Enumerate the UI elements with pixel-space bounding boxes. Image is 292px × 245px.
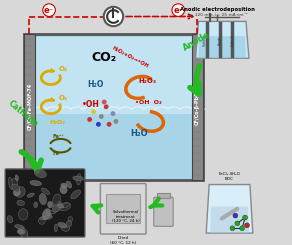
Text: e⁻: e⁻ <box>44 6 54 15</box>
Ellipse shape <box>15 225 24 229</box>
Text: FeCl₂·4H₂O
BDC: FeCl₂·4H₂O BDC <box>219 172 240 181</box>
Circle shape <box>91 109 96 114</box>
Ellipse shape <box>17 200 25 206</box>
Text: H₂O: H₂O <box>87 80 103 89</box>
Ellipse shape <box>8 177 13 190</box>
Ellipse shape <box>58 222 67 228</box>
Circle shape <box>243 215 248 220</box>
Ellipse shape <box>17 229 25 234</box>
Polygon shape <box>206 184 253 233</box>
Ellipse shape <box>59 203 71 211</box>
Circle shape <box>107 122 112 127</box>
Circle shape <box>114 119 118 124</box>
Text: Fe³⁺: Fe³⁺ <box>53 151 65 156</box>
Circle shape <box>99 114 104 119</box>
Ellipse shape <box>61 183 67 188</box>
Polygon shape <box>196 21 249 58</box>
Ellipse shape <box>40 215 53 220</box>
Ellipse shape <box>9 178 18 188</box>
Bar <box>157 193 170 198</box>
Ellipse shape <box>15 187 25 197</box>
Polygon shape <box>210 206 249 233</box>
Ellipse shape <box>34 202 38 208</box>
Ellipse shape <box>42 209 51 220</box>
FancyBboxPatch shape <box>154 197 173 226</box>
Circle shape <box>104 104 109 109</box>
Text: •OH: •OH <box>82 100 100 109</box>
Text: CF/Co-β-PbO₂: CF/Co-β-PbO₂ <box>195 89 200 125</box>
Bar <box>106 194 140 223</box>
Ellipse shape <box>61 225 69 231</box>
Circle shape <box>230 226 235 231</box>
Ellipse shape <box>66 220 72 227</box>
Ellipse shape <box>53 201 62 212</box>
Polygon shape <box>199 36 246 58</box>
Text: H₂O: H₂O <box>131 129 148 138</box>
Ellipse shape <box>47 212 52 217</box>
Ellipse shape <box>60 186 67 194</box>
Circle shape <box>102 99 107 104</box>
Ellipse shape <box>13 189 20 196</box>
Text: Dried
(60 °C, 12 h): Dried (60 °C, 12 h) <box>110 236 136 245</box>
Circle shape <box>240 226 245 231</box>
Ellipse shape <box>39 194 47 205</box>
Circle shape <box>235 221 240 226</box>
Text: H₂O₃: H₂O₃ <box>138 78 156 84</box>
Circle shape <box>104 7 123 26</box>
Ellipse shape <box>66 181 72 188</box>
Ellipse shape <box>38 218 45 224</box>
Text: Fe²⁺: Fe²⁺ <box>53 134 65 139</box>
Text: Anodic electrodeposition: Anodic electrodeposition <box>180 7 255 12</box>
Text: Cathode: Cathode <box>230 34 234 46</box>
Circle shape <box>96 122 101 127</box>
Ellipse shape <box>27 193 34 197</box>
Text: H₂O₂: H₂O₂ <box>49 120 65 125</box>
Ellipse shape <box>61 203 69 208</box>
Text: O₂: O₂ <box>59 66 68 72</box>
Ellipse shape <box>30 181 41 186</box>
Ellipse shape <box>34 169 46 178</box>
Ellipse shape <box>68 217 73 221</box>
Circle shape <box>245 223 249 228</box>
Text: e⁻: e⁻ <box>173 6 183 15</box>
Circle shape <box>87 117 92 122</box>
Text: CO₂: CO₂ <box>92 51 117 64</box>
Text: Cathode: Cathode <box>203 34 207 46</box>
Ellipse shape <box>7 216 13 223</box>
Text: O₂: O₂ <box>59 95 68 101</box>
Ellipse shape <box>18 209 28 220</box>
Ellipse shape <box>77 174 81 185</box>
Text: t= 120 min, i= 25 mA·cm⁻²: t= 120 min, i= 25 mA·cm⁻² <box>188 13 248 17</box>
Text: Solvothermal
treatment
(120 °C, 24 h): Solvothermal treatment (120 °C, 24 h) <box>112 210 140 223</box>
Text: Anode: Anode <box>181 30 211 52</box>
Ellipse shape <box>54 224 57 232</box>
Ellipse shape <box>53 194 60 205</box>
Ellipse shape <box>15 175 18 181</box>
Circle shape <box>233 213 238 218</box>
Text: CF/Co-Fe-MOF-74: CF/Co-Fe-MOF-74 <box>27 83 32 130</box>
Ellipse shape <box>41 188 50 195</box>
FancyBboxPatch shape <box>5 169 85 237</box>
Ellipse shape <box>48 201 53 208</box>
Text: H₂O₂+O₂→•OH: H₂O₂+O₂→•OH <box>111 45 150 69</box>
Ellipse shape <box>46 210 55 214</box>
Text: Anode: Anode <box>218 35 222 45</box>
Ellipse shape <box>12 184 20 192</box>
Bar <box>24 34 35 180</box>
Circle shape <box>111 111 115 116</box>
Bar <box>26 37 201 114</box>
Ellipse shape <box>73 176 84 181</box>
FancyBboxPatch shape <box>100 184 146 234</box>
Bar <box>192 34 203 180</box>
Ellipse shape <box>71 190 81 199</box>
Text: Cathode: Cathode <box>6 98 40 128</box>
Ellipse shape <box>58 204 64 208</box>
Bar <box>24 34 203 180</box>
Ellipse shape <box>19 228 28 238</box>
Text: •OH  O₂: •OH O₂ <box>135 100 162 105</box>
